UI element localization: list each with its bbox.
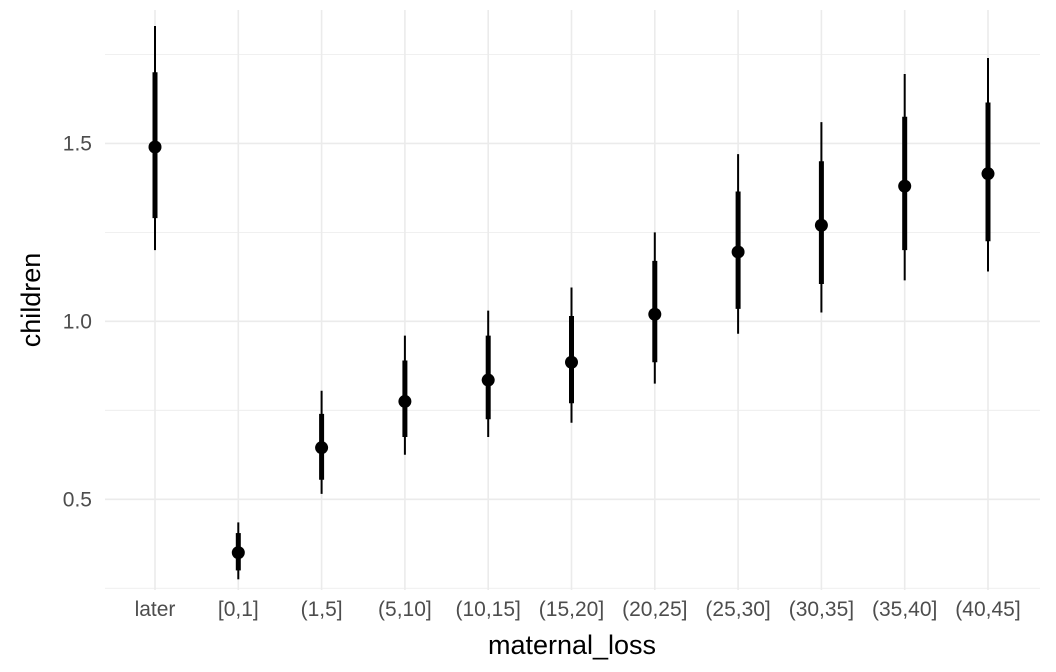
estimate-point	[398, 394, 412, 408]
estimate-point	[565, 355, 578, 369]
x-tick-label: (20,25]	[622, 598, 687, 621]
estimate-point	[648, 307, 662, 321]
estimate-point	[814, 218, 828, 232]
point-range	[315, 390, 329, 494]
x-tick-label: (40,45]	[955, 598, 1020, 621]
point-range	[898, 74, 912, 281]
estimate-point	[315, 441, 329, 455]
estimate-point	[731, 245, 745, 259]
y-tick-label: 0.5	[63, 488, 92, 511]
y-axis-tick-labels: 0.5 1.0 1.5	[63, 132, 92, 511]
estimate-point	[981, 167, 995, 181]
x-tick-label: (35,40]	[872, 598, 937, 621]
point-range	[648, 232, 662, 384]
estimate-point	[148, 140, 162, 154]
point-range	[731, 154, 745, 334]
x-tick-label: (10,15]	[456, 598, 521, 621]
point-range	[814, 122, 828, 313]
x-tick-label: [0,1]	[218, 598, 259, 621]
x-tick-label: (1,5]	[301, 598, 343, 621]
point-range	[565, 287, 578, 423]
x-tick-label: (30,35]	[789, 598, 854, 621]
x-tick-label: (5,10]	[378, 598, 432, 621]
x-tick-label: (25,30]	[705, 598, 770, 621]
x-tick-label: later	[135, 598, 176, 621]
y-tick-label: 1.5	[63, 132, 92, 155]
estimate-point	[231, 546, 245, 560]
x-tick-label: (15,20]	[539, 598, 604, 621]
point-ranges	[148, 26, 995, 580]
point-range	[231, 522, 245, 580]
estimate-point	[898, 179, 912, 193]
point-range	[481, 310, 495, 437]
x-axis-title: maternal_loss	[488, 630, 656, 660]
estimate-point	[481, 373, 495, 387]
point-range	[981, 58, 995, 272]
point-range	[148, 26, 162, 251]
x-axis-tick-labels: later [0,1] (1,5] (5,10] (10,15] (15,20] (20,2…	[135, 598, 1021, 621]
y-tick-label: 1.0	[63, 310, 92, 333]
point-range	[398, 335, 412, 455]
y-axis-title: children	[16, 253, 46, 348]
